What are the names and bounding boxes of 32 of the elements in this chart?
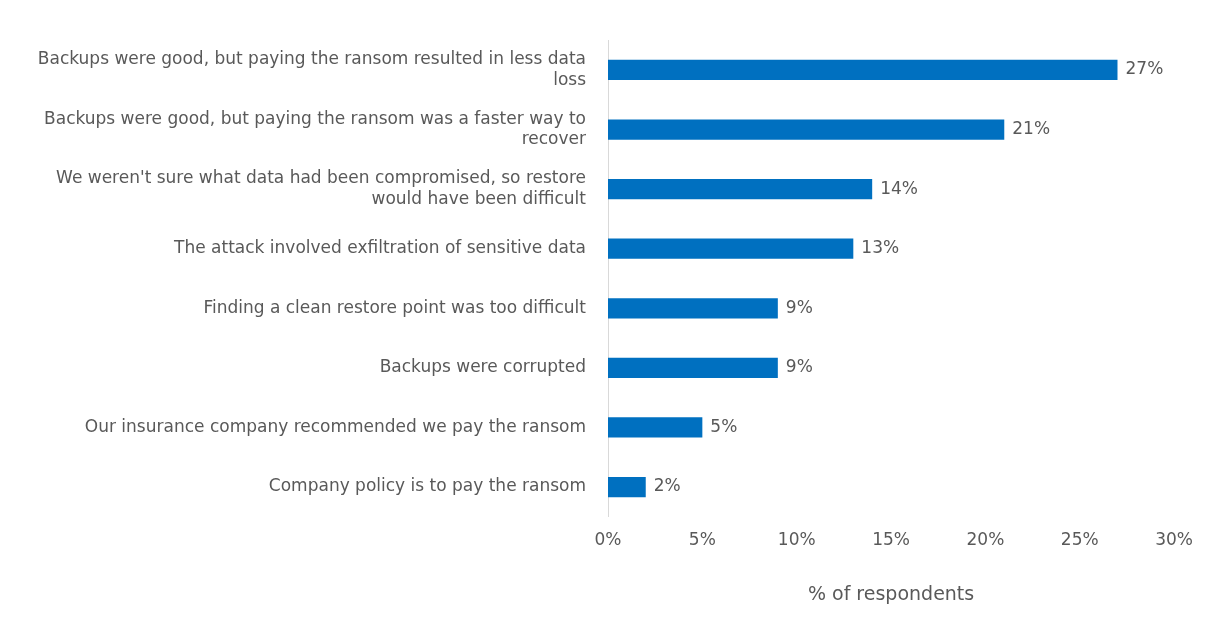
x-tick-label: 15% bbox=[872, 529, 910, 550]
y-tick-label: We weren't sure what data had been compromised, so restore would have been difficult bbox=[56, 167, 587, 208]
y-tick-label: Our insurance company recommended we pay the ransom bbox=[84, 415, 586, 436]
x-tick-label: 10% bbox=[777, 529, 816, 550]
data-label: 5% bbox=[710, 415, 738, 436]
bar bbox=[608, 476, 646, 498]
x-axis-title: % of respondents bbox=[807, 581, 975, 604]
x-tick-label: 30% bbox=[1155, 529, 1194, 550]
bar bbox=[608, 298, 778, 319]
data-label: 2% bbox=[653, 475, 681, 496]
bar bbox=[608, 417, 703, 438]
bar bbox=[608, 59, 1118, 81]
y-tick-label: Company policy is to pay the ransom bbox=[268, 475, 586, 496]
bar bbox=[608, 179, 873, 200]
data-label: 21% bbox=[1012, 117, 1051, 138]
bar bbox=[608, 357, 778, 378]
data-label: 9% bbox=[785, 296, 813, 317]
data-label: 13% bbox=[861, 237, 900, 258]
data-label: 9% bbox=[785, 356, 813, 377]
x-tick-label: 0% bbox=[594, 529, 622, 550]
y-tick-label: Backups were good, but paying the ransom resulted in less data loss bbox=[37, 48, 587, 89]
y-tick-label: The attack involved exfiltration of sensitive data bbox=[173, 237, 586, 258]
data-label: 14% bbox=[880, 177, 918, 198]
y-tick-label: Backups were corrupted bbox=[379, 356, 586, 377]
bar bbox=[608, 238, 854, 259]
y-tick-label: Finding a clean restore point was too difficult bbox=[203, 296, 587, 317]
x-tick-label: 25% bbox=[1060, 529, 1099, 550]
y-tick-label: Backups were good, but paying the ransom was a faster way to recover bbox=[44, 107, 586, 149]
data-label: 27% bbox=[1125, 58, 1164, 79]
bar bbox=[608, 119, 1005, 140]
x-tick-label: 20% bbox=[966, 529, 1005, 550]
x-tick-label: 5% bbox=[688, 529, 716, 550]
